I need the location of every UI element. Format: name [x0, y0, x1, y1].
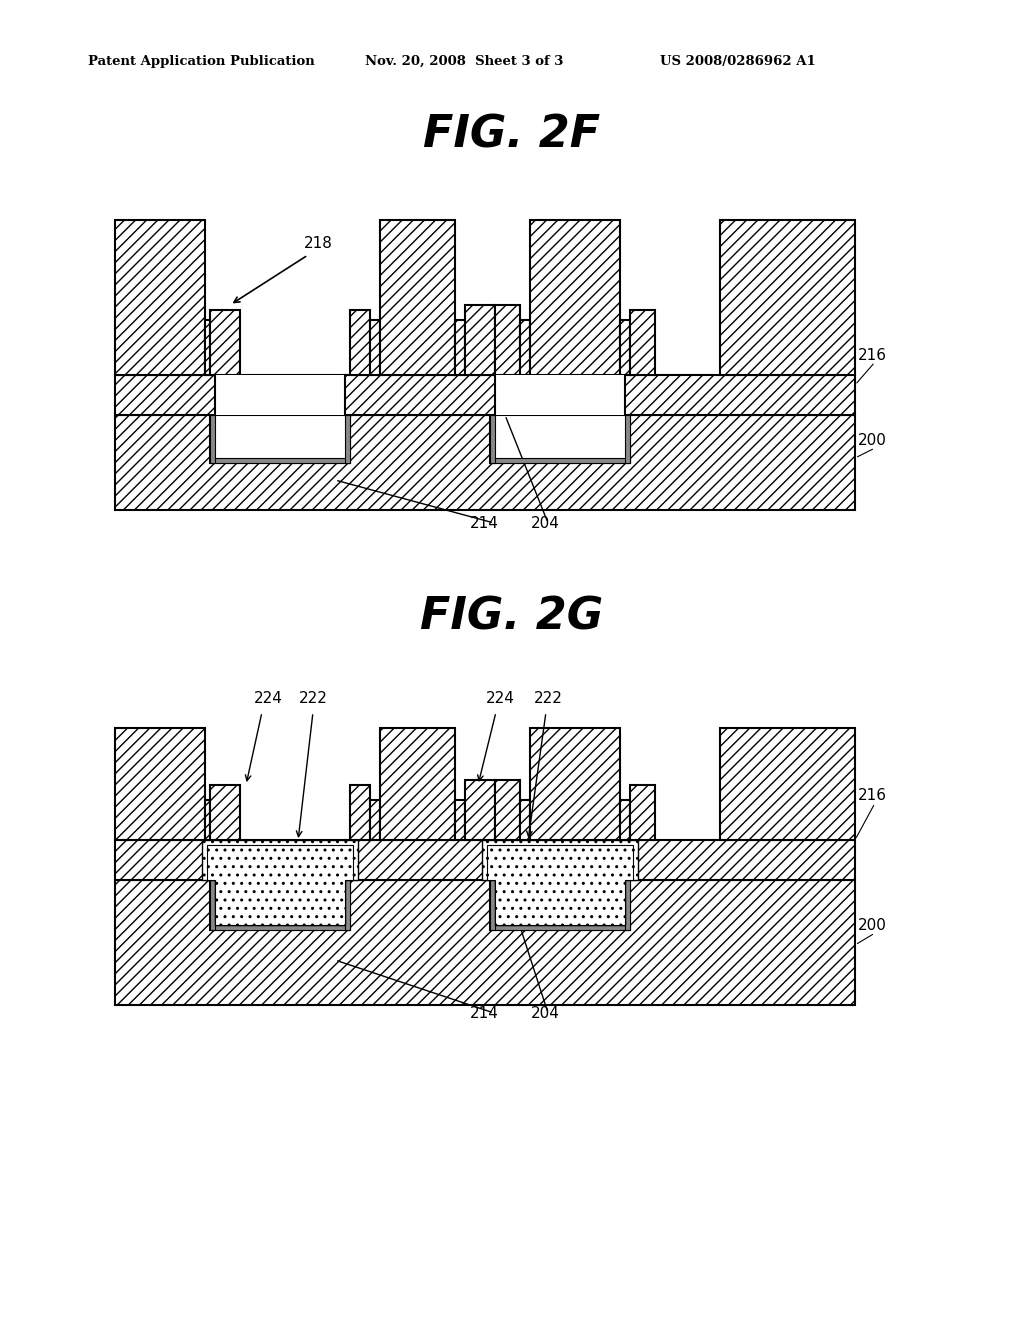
Bar — [115, 375, 855, 414]
Text: 214: 214 — [470, 516, 499, 531]
Text: 218: 218 — [303, 236, 333, 251]
Bar — [495, 305, 520, 375]
Bar — [210, 414, 215, 463]
Polygon shape — [207, 845, 353, 925]
Bar — [370, 319, 380, 375]
Bar — [495, 840, 625, 880]
Bar — [210, 458, 350, 463]
Bar — [520, 800, 530, 840]
Bar — [210, 310, 240, 375]
Bar — [625, 880, 630, 931]
Text: 224: 224 — [485, 690, 514, 706]
Text: 216: 216 — [858, 788, 887, 803]
Bar — [205, 800, 210, 840]
Bar — [530, 729, 620, 840]
Bar — [115, 729, 205, 840]
Bar — [205, 319, 210, 375]
Bar — [465, 305, 495, 375]
Bar — [215, 840, 345, 880]
Bar — [490, 880, 495, 931]
Text: Patent Application Publication: Patent Application Publication — [88, 55, 314, 69]
Bar — [350, 310, 370, 375]
Text: FIG. 2G: FIG. 2G — [421, 597, 603, 639]
Polygon shape — [115, 880, 855, 1005]
Bar — [490, 458, 630, 463]
Text: 216: 216 — [858, 348, 887, 363]
Polygon shape — [202, 840, 358, 925]
Bar — [215, 375, 345, 414]
Bar — [520, 319, 530, 375]
Text: 204: 204 — [530, 1006, 559, 1020]
Bar — [495, 375, 625, 414]
Text: 214: 214 — [470, 1006, 499, 1020]
Bar — [495, 780, 520, 840]
Bar — [350, 785, 370, 840]
Bar — [380, 729, 455, 840]
Bar — [625, 414, 630, 463]
Text: Nov. 20, 2008  Sheet 3 of 3: Nov. 20, 2008 Sheet 3 of 3 — [365, 55, 563, 69]
Text: 222: 222 — [299, 690, 328, 706]
Bar — [380, 220, 455, 375]
Bar — [210, 880, 215, 931]
Bar — [210, 785, 240, 840]
Bar — [530, 220, 620, 375]
Bar — [115, 220, 205, 375]
Bar — [720, 220, 855, 375]
Text: 224: 224 — [254, 690, 283, 706]
Text: 222: 222 — [534, 690, 562, 706]
Bar — [455, 319, 465, 375]
Text: 200: 200 — [858, 433, 887, 447]
Bar — [455, 800, 465, 840]
Bar — [630, 785, 655, 840]
Bar — [345, 414, 350, 463]
Bar — [115, 840, 855, 880]
Text: 204: 204 — [530, 516, 559, 531]
Bar — [620, 800, 630, 840]
Bar — [370, 800, 380, 840]
Bar — [345, 880, 350, 931]
Bar — [465, 780, 495, 840]
Text: US 2008/0286962 A1: US 2008/0286962 A1 — [660, 55, 816, 69]
Polygon shape — [482, 840, 638, 925]
Bar — [490, 414, 495, 463]
Text: 200: 200 — [858, 917, 887, 933]
Bar — [210, 925, 350, 931]
Bar — [630, 310, 655, 375]
Text: FIG. 2F: FIG. 2F — [424, 114, 600, 157]
Polygon shape — [115, 414, 855, 510]
Bar — [490, 925, 630, 931]
Polygon shape — [487, 845, 633, 925]
Bar — [720, 729, 855, 840]
Bar — [620, 319, 630, 375]
